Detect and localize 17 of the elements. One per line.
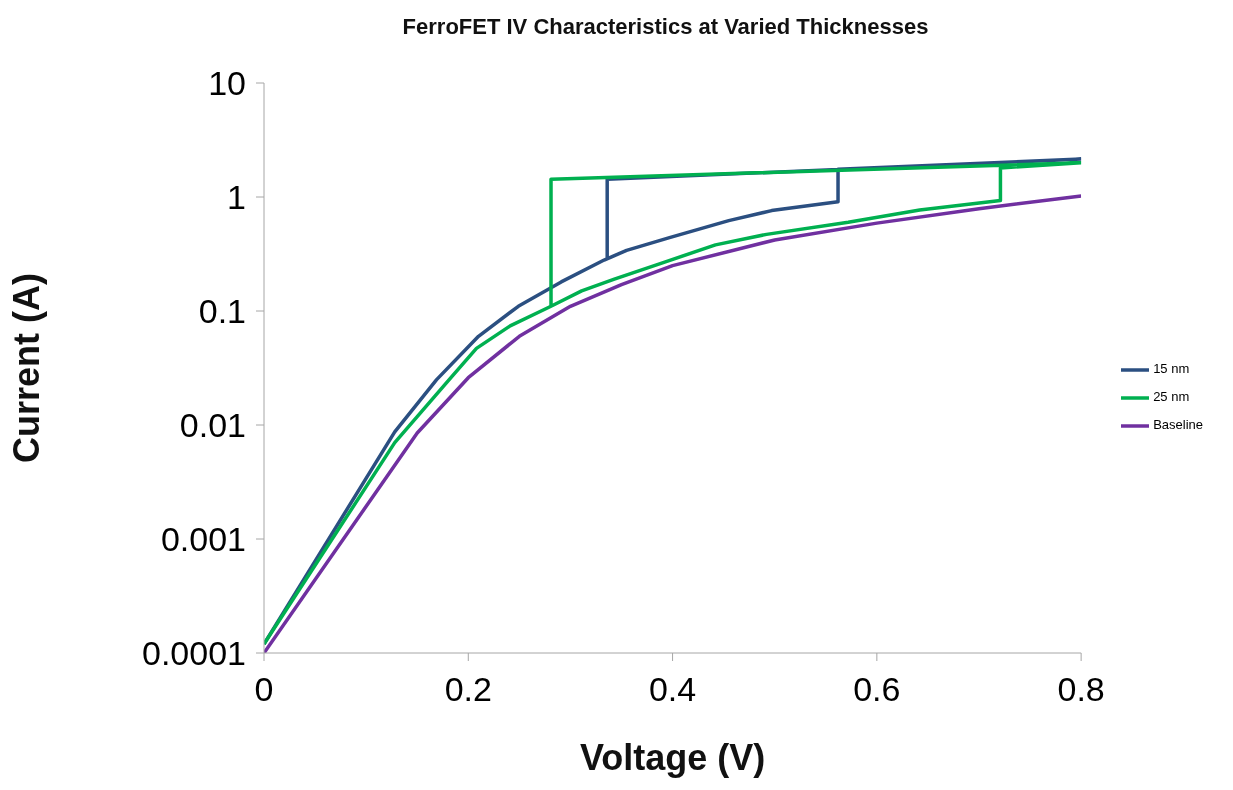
y-tick-label: 10 <box>208 64 246 103</box>
y-tick-label: 0.0001 <box>142 634 246 673</box>
x-tick-label: 0 <box>254 670 274 709</box>
y-axis-title: Current (A) <box>5 273 47 463</box>
y-tick-label: 0.01 <box>179 406 246 445</box>
x-tick-label: 0.4 <box>648 670 697 709</box>
x-tick-label: 0.8 <box>1057 670 1105 709</box>
legend-label: 25 nm <box>1153 389 1190 405</box>
y-tick-label: 0.1 <box>198 292 246 331</box>
x-tick-label: 0.6 <box>853 670 901 709</box>
y-tick-label: 0.001 <box>160 520 246 559</box>
x-axis-title: Voltage (V) <box>579 737 766 778</box>
legend-label: Baseline <box>1153 417 1203 433</box>
legend-label: 15 nm <box>1153 361 1190 377</box>
x-tick-label: 0.2 <box>444 670 492 709</box>
chart-title: FerroFET IV Characteristics at Varied Thicknesses <box>401 14 930 40</box>
y-tick-label: 1 <box>227 178 246 217</box>
